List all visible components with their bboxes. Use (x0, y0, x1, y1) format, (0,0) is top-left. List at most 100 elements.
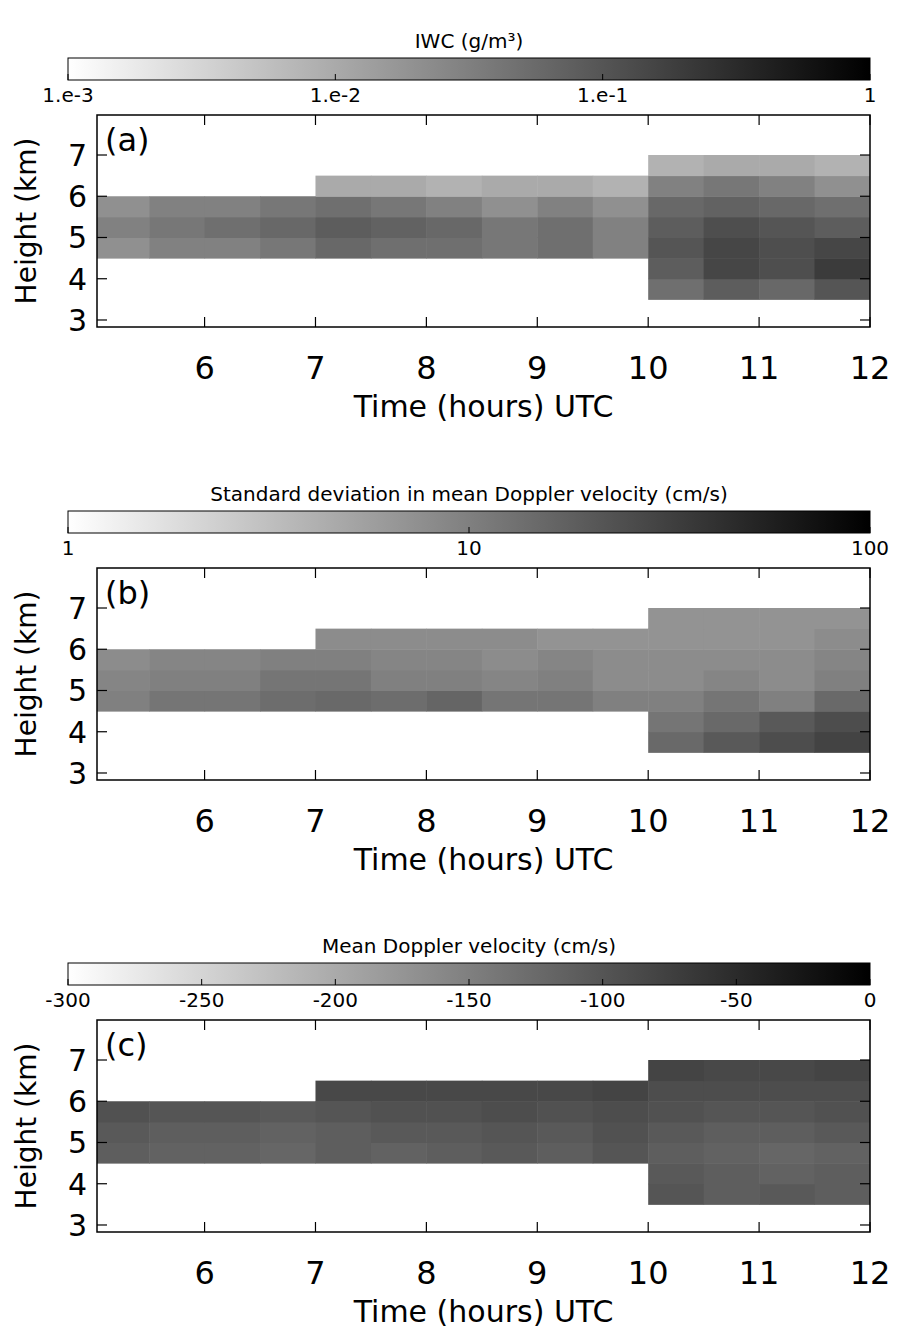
cell (648, 237, 704, 258)
cell (97, 237, 150, 258)
cell (704, 176, 760, 197)
cell (759, 1163, 815, 1184)
cell (260, 217, 316, 238)
colorbar-tick-label: 1.e-1 (577, 83, 628, 107)
cells (97, 608, 870, 753)
cell (426, 1142, 482, 1163)
y-tick-label: 6 (68, 1084, 87, 1119)
y-tick-label: 3 (68, 756, 87, 791)
cell (704, 196, 760, 217)
cell (315, 237, 371, 258)
cell (371, 237, 427, 258)
colorbar-tick-label: 1 (864, 83, 877, 107)
y-tick (97, 690, 107, 691)
cell (149, 690, 205, 711)
cell (205, 649, 261, 670)
cell (593, 1142, 649, 1163)
cell (704, 629, 760, 650)
colorbar-tick-label: -50 (720, 988, 753, 1012)
cell (149, 196, 205, 217)
x-tick (315, 1222, 316, 1232)
plot-frame (97, 568, 870, 780)
y-tick-label: 3 (68, 1208, 87, 1243)
y-tick (97, 1224, 107, 1225)
y-axis-title: Height (km) (10, 138, 43, 305)
cell (537, 217, 593, 238)
y-tick-label: 7 (68, 1043, 87, 1078)
colorbar-tick-label: 100 (851, 536, 889, 560)
cell (648, 258, 704, 279)
x-tick-label: 11 (739, 802, 780, 840)
y-tick (97, 731, 107, 732)
x-tick-top (648, 1020, 649, 1030)
colorbar (68, 511, 870, 533)
x-tick-top (204, 568, 205, 578)
cell (371, 649, 427, 670)
cell (371, 196, 427, 217)
y-tick (97, 196, 107, 197)
colorbar-tick (201, 979, 202, 985)
cell (815, 670, 870, 691)
cell (593, 1122, 649, 1143)
x-tick-label: 10 (628, 802, 669, 840)
panel-label: (b) (105, 574, 150, 612)
y-tick-label: 7 (68, 591, 87, 626)
cell (426, 196, 482, 217)
cell (648, 670, 704, 691)
x-tick-label: 9 (527, 349, 547, 387)
x-tick-top (426, 1020, 427, 1030)
cell (759, 217, 815, 238)
cell (371, 670, 427, 691)
x-axis-title: Time (hours) UTC (353, 1294, 614, 1329)
cell (704, 217, 760, 238)
x-tick-label: 10 (628, 349, 669, 387)
cell (815, 690, 870, 711)
cell (371, 217, 427, 238)
cell (537, 1101, 593, 1122)
cell (648, 155, 704, 176)
x-tick-label: 8 (416, 802, 436, 840)
x-tick-top (758, 568, 759, 578)
cell (426, 1081, 482, 1102)
x-tick-label: 6 (194, 802, 214, 840)
cell (149, 1122, 205, 1143)
cell (815, 1081, 870, 1102)
y-tick-label: 4 (68, 262, 87, 297)
colorbar-tick (68, 979, 69, 985)
cell (815, 279, 870, 300)
x-tick-label: 11 (739, 349, 780, 387)
cell (648, 732, 704, 753)
cell (815, 649, 870, 670)
cell (205, 237, 261, 258)
y-tick-label: 4 (68, 715, 87, 750)
y-tick (97, 1142, 107, 1143)
x-tick-top (204, 115, 205, 125)
cell (426, 1101, 482, 1122)
cell (759, 176, 815, 197)
cell (537, 237, 593, 258)
cell (759, 1060, 815, 1081)
x-tick-label: 6 (194, 349, 214, 387)
cell (815, 629, 870, 650)
cell (149, 1142, 205, 1163)
colorbar-tick-label: -200 (313, 988, 358, 1012)
y-tick-right (860, 1142, 870, 1143)
cell (260, 1142, 316, 1163)
cell (315, 196, 371, 217)
cell (149, 1101, 205, 1122)
cell (371, 1081, 427, 1102)
cell (815, 732, 870, 753)
cell (537, 176, 593, 197)
colorbar-tick-label: -300 (45, 988, 90, 1012)
x-tick (648, 317, 649, 327)
cell (260, 649, 316, 670)
cell (759, 1142, 815, 1163)
x-tick (869, 770, 870, 780)
cell (260, 196, 316, 217)
cell (426, 217, 482, 238)
colorbar (68, 58, 870, 80)
cell (426, 1122, 482, 1143)
cell (759, 1081, 815, 1102)
cell (648, 176, 704, 197)
y-tick (97, 278, 107, 279)
